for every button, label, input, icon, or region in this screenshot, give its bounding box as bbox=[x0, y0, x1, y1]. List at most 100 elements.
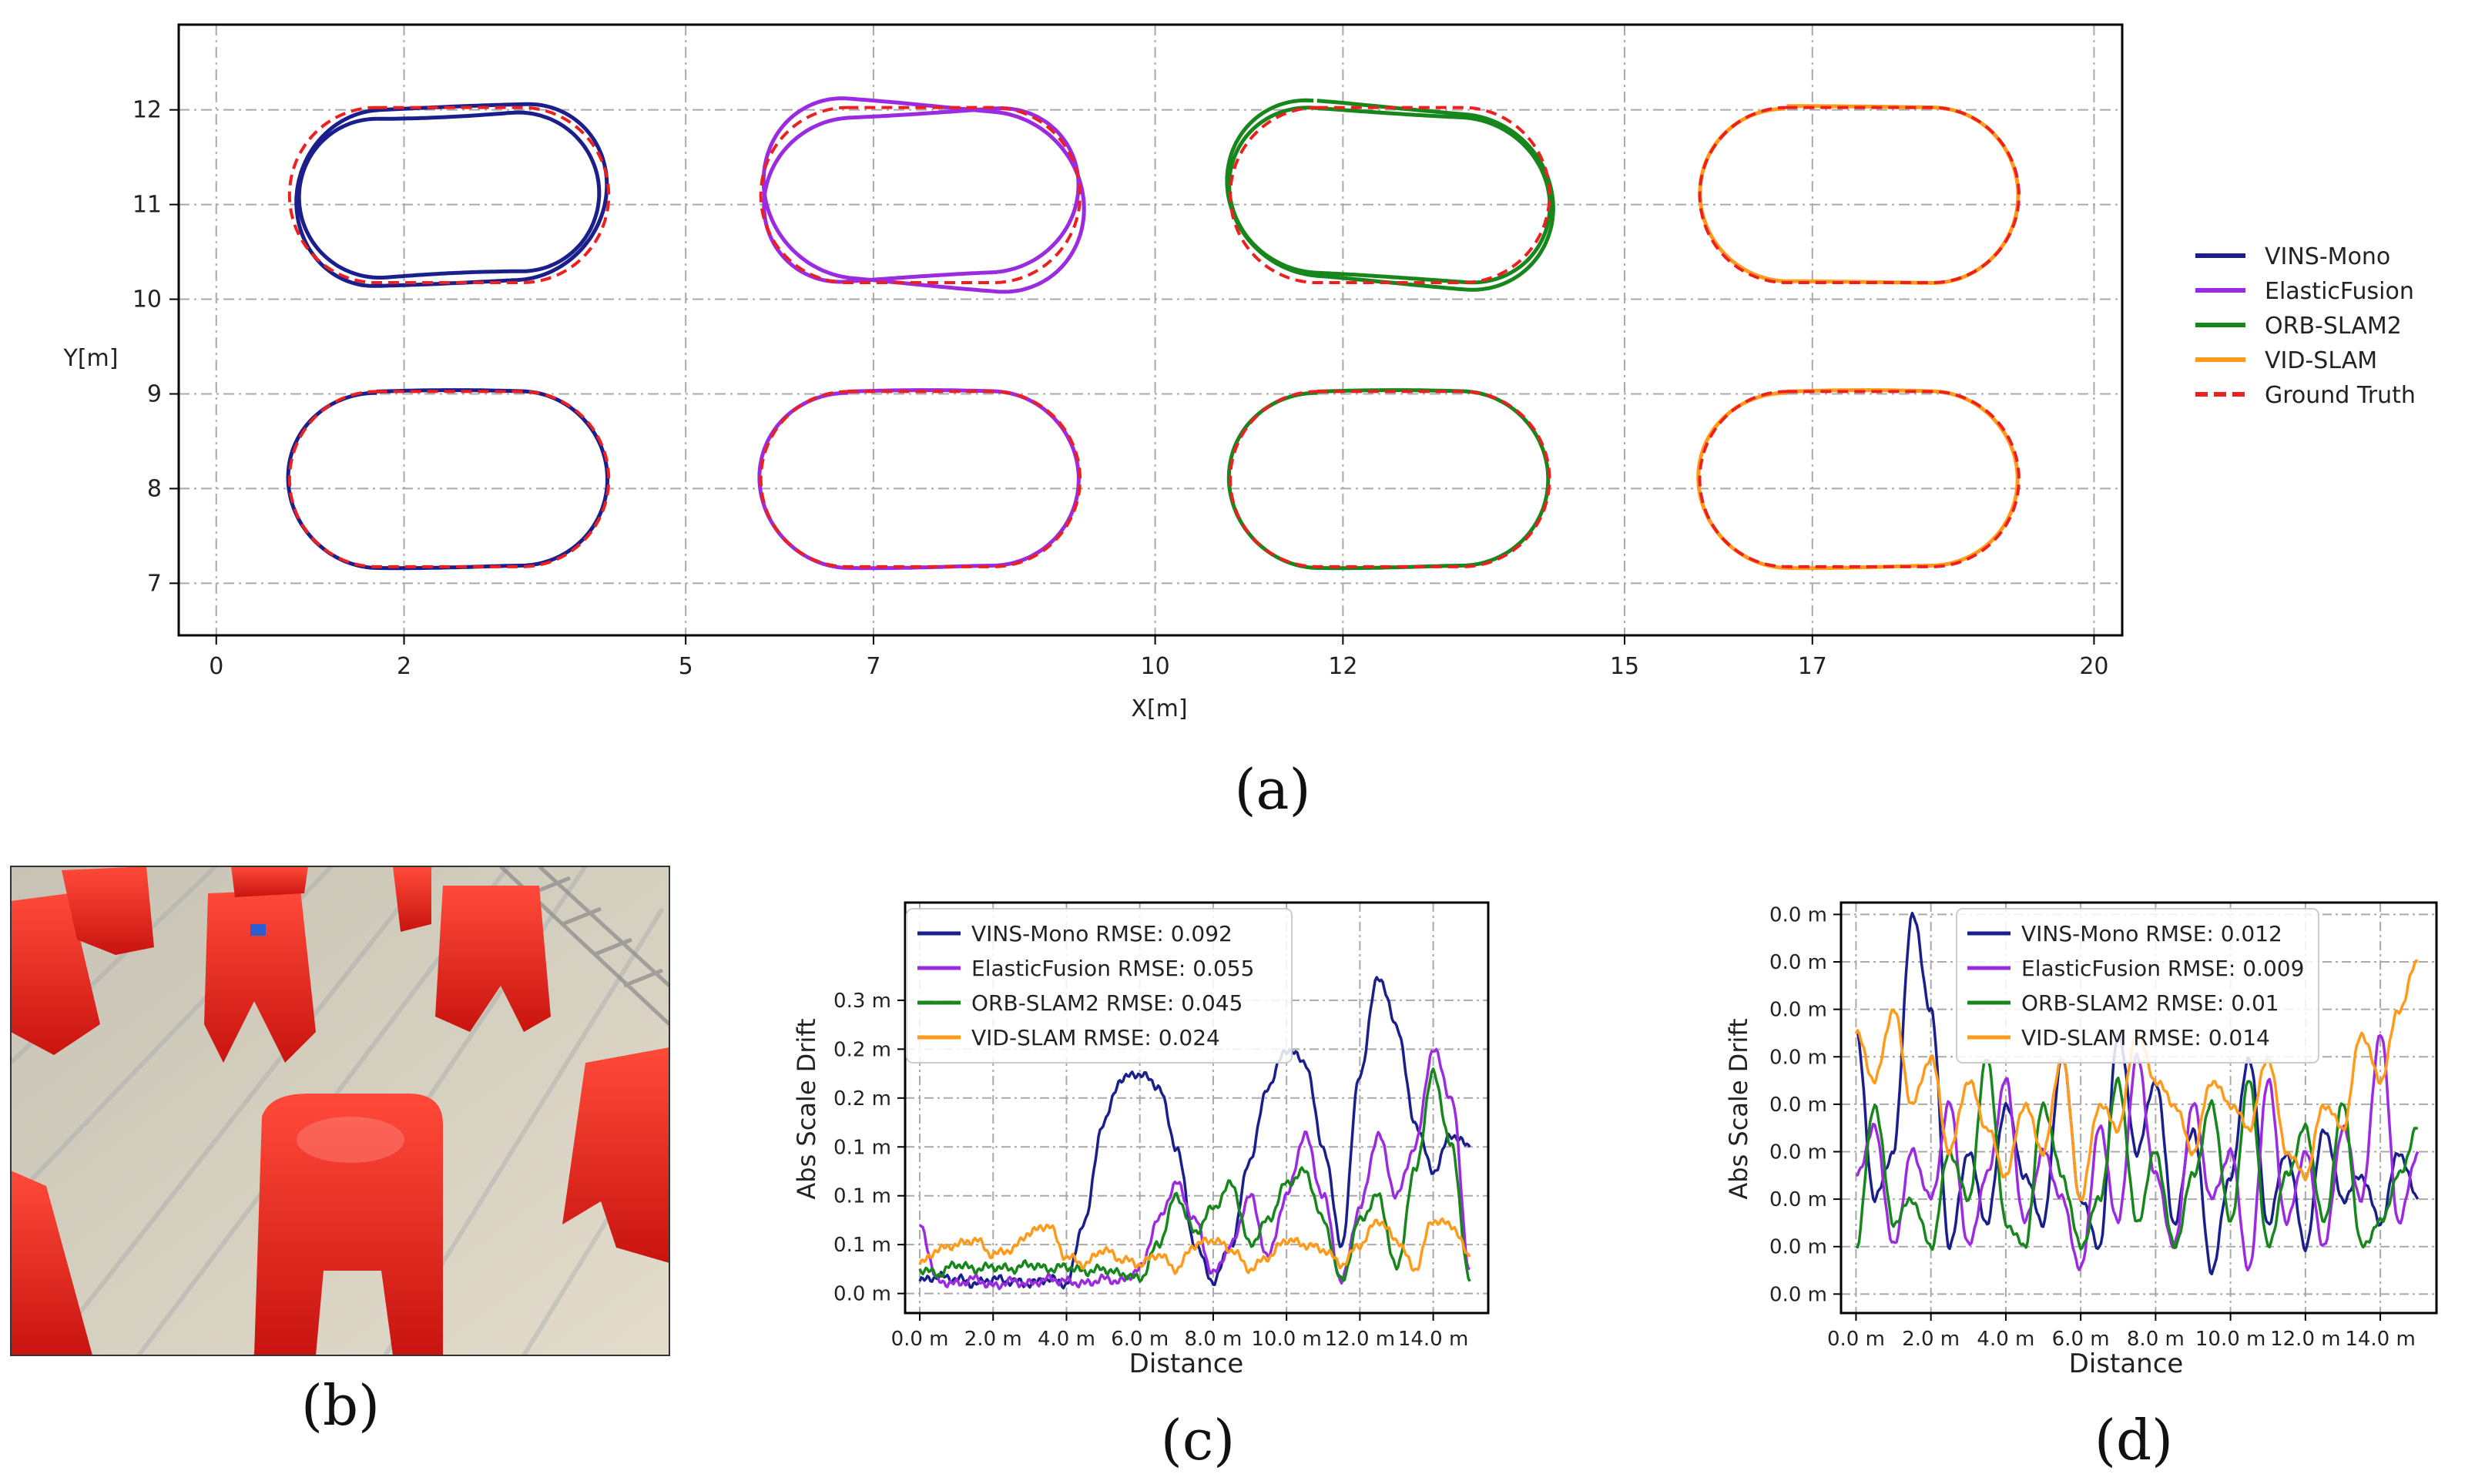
a-xtick-label: 5 bbox=[679, 653, 693, 680]
a-legend-label: ElasticFusion bbox=[2265, 278, 2414, 305]
a-xtick-label: 0 bbox=[209, 653, 223, 680]
xtick-label: 2.0 m bbox=[1902, 1328, 1960, 1351]
a-ground-truth-loop bbox=[287, 106, 611, 284]
a-ground-truth-loop bbox=[1229, 390, 1551, 568]
a-track-top-vins-mono bbox=[287, 102, 611, 288]
d-axis-ticks: 0.0 m 2.0 m 4.0 m 6.0 m 8.0 m 10.0 m 12.0 m 14.… bbox=[1769, 903, 2416, 1351]
a-est-loop bbox=[1226, 388, 1551, 571]
photo-scene-red-stools bbox=[11, 866, 669, 1355]
a-track-top-orb-slam2 bbox=[1225, 98, 1555, 292]
c-caption: (c) bbox=[1161, 1408, 1236, 1472]
d-legend: VINS-Mono RMSE: 0.012 ElasticFusion RMSE:… bbox=[1956, 908, 2319, 1064]
xtick-label: 2.0 m bbox=[964, 1328, 1022, 1351]
series-line-vid-slam bbox=[918, 1217, 1471, 1275]
a-ground-truth-loop bbox=[287, 390, 611, 568]
a-ground-truth-loop bbox=[1698, 106, 2021, 284]
ytick-label: 0.0 m bbox=[1769, 903, 1827, 926]
d-caption: (d) bbox=[2094, 1408, 2173, 1472]
a-est-loop-2 bbox=[1227, 106, 1552, 285]
a-est-loop bbox=[1696, 388, 2020, 571]
xtick-label: 6.0 m bbox=[2052, 1328, 2110, 1351]
xtick-label: 8.0 m bbox=[1184, 1328, 1242, 1351]
a-ytick-label: 7 bbox=[147, 570, 162, 597]
a-ground-truth-loop bbox=[759, 390, 1082, 568]
a-ground-truth-loop bbox=[759, 106, 1082, 284]
a-est-loop-1 bbox=[297, 110, 602, 280]
a-legend-label: ORB-SLAM2 bbox=[2265, 313, 2402, 340]
ytick-label: 0.0 m bbox=[1769, 951, 1827, 974]
a-track-bottom-vid-slam bbox=[1696, 388, 2021, 571]
legend-label: ElasticFusion RMSE: 0.055 bbox=[971, 956, 1254, 981]
a-xtick-label: 12 bbox=[1328, 653, 1357, 680]
xtick-label: 0.0 m bbox=[1827, 1328, 1885, 1351]
xtick-label: 12.0 m bbox=[1325, 1328, 1395, 1351]
a-track-bottom-vins-mono bbox=[286, 388, 611, 571]
ytick-label: 0.0 m bbox=[1769, 1094, 1827, 1117]
a-ytick-label: 11 bbox=[132, 192, 162, 219]
ytick-label: 0.1 m bbox=[833, 1185, 891, 1208]
legend-label: VINS-Mono RMSE: 0.092 bbox=[971, 921, 1232, 946]
xtick-label: 6.0 m bbox=[1111, 1328, 1169, 1351]
legend-label: VID-SLAM RMSE: 0.024 bbox=[971, 1025, 1220, 1050]
ytick-label: 0.0 m bbox=[1769, 1283, 1827, 1306]
legend-box bbox=[1956, 908, 2319, 1064]
a-est-loop-2 bbox=[294, 102, 609, 288]
c-xlabel: Distance bbox=[1129, 1348, 1244, 1379]
a-trajectories bbox=[286, 96, 2021, 571]
legend-box bbox=[906, 908, 1293, 1064]
d-plot-frame bbox=[1839, 901, 2438, 1315]
panel-a-trajectory-plot: 0 2 5 7 10 12 15 17 20 7 8 9 10 11 12 X[m] Y[m] VINS-M… bbox=[63, 23, 2416, 822]
legend-label: ORB-SLAM2 RMSE: 0.045 bbox=[971, 990, 1243, 1016]
ytick-label: 0.0 m bbox=[1769, 999, 1827, 1022]
a-legend-label: VID-SLAM bbox=[2265, 347, 2377, 374]
xtick-label: 14.0 m bbox=[2345, 1328, 2415, 1351]
series-line-vins-mono bbox=[1855, 911, 2420, 1276]
a-plot-frame bbox=[177, 23, 2124, 637]
a-ytick-label: 8 bbox=[147, 475, 162, 502]
ytick-label: 0.2 m bbox=[833, 1087, 891, 1110]
a-ytick-label: 12 bbox=[132, 97, 162, 124]
xtick-label: 4.0 m bbox=[1977, 1328, 2034, 1351]
a-xtick-label: 7 bbox=[866, 653, 880, 680]
a-est-loop-1 bbox=[761, 96, 1086, 294]
c-ylabel: Abs Scale Drift bbox=[792, 1018, 821, 1199]
a-xtick-label: 10 bbox=[1141, 653, 1170, 680]
panel-c-scale-drift: 0.0 m 2.0 m 4.0 m 6.0 m 8.0 m 10.0 m 12.0 m 14.… bbox=[792, 901, 1490, 1472]
a-legend-label: Ground Truth bbox=[2265, 382, 2416, 409]
xtick-label: 14.0 m bbox=[1398, 1328, 1468, 1351]
d-xlabel: Distance bbox=[2069, 1348, 2184, 1379]
a-ytick-label: 9 bbox=[147, 380, 162, 407]
ytick-label: 0.0 m bbox=[1769, 1188, 1827, 1211]
a-ylabel: Y[m] bbox=[63, 345, 119, 372]
legend-label: ORB-SLAM2 RMSE: 0.01 bbox=[2021, 990, 2279, 1016]
legend-label: VINS-Mono RMSE: 0.012 bbox=[2021, 921, 2282, 946]
a-track-top-vid-slam bbox=[1698, 104, 2021, 285]
a-xtick-label: 2 bbox=[397, 653, 411, 680]
ytick-label: 0.1 m bbox=[833, 1136, 891, 1159]
a-track-top-elasticfusion bbox=[759, 96, 1086, 294]
a-xlabel: X[m] bbox=[1131, 695, 1187, 722]
ytick-label: 0.2 m bbox=[833, 1038, 891, 1061]
series-line-elasticfusion bbox=[918, 1047, 1471, 1291]
ytick-label: 0.0 m bbox=[1769, 1236, 1827, 1259]
a-ytick-label: 10 bbox=[132, 286, 162, 313]
a-track-bottom-elasticfusion bbox=[757, 388, 1082, 571]
d-ylabel: Abs Scale Drift bbox=[1724, 1018, 1753, 1199]
a-ground-truth-loop bbox=[1229, 106, 1551, 284]
a-legend-label: VINS-Mono bbox=[2265, 243, 2390, 270]
panel-d-scale-drift: 0.0 m 2.0 m 4.0 m 6.0 m 8.0 m 10.0 m 12.0 m 14.… bbox=[1724, 901, 2438, 1472]
a-track-bottom-orb-slam2 bbox=[1226, 388, 1551, 571]
xtick-label: 4.0 m bbox=[1038, 1328, 1095, 1351]
legend-label: ElasticFusion RMSE: 0.009 bbox=[2021, 956, 2304, 981]
a-legend: VINS-Mono ElasticFusion ORB-SLAM2 VID-SLAM G… bbox=[2195, 243, 2416, 409]
a-est-loop bbox=[757, 388, 1081, 571]
c-plot-frame bbox=[904, 901, 1490, 1315]
a-gridlines bbox=[179, 25, 2122, 635]
a-est-loop-1 bbox=[1225, 98, 1555, 292]
ytick-label: 0.0 m bbox=[1769, 1046, 1827, 1069]
ytick-label: 0.3 m bbox=[833, 990, 891, 1013]
a-est-loop-2 bbox=[762, 106, 1081, 284]
xtick-label: 12.0 m bbox=[2270, 1328, 2340, 1351]
b-caption: (b) bbox=[301, 1373, 380, 1438]
